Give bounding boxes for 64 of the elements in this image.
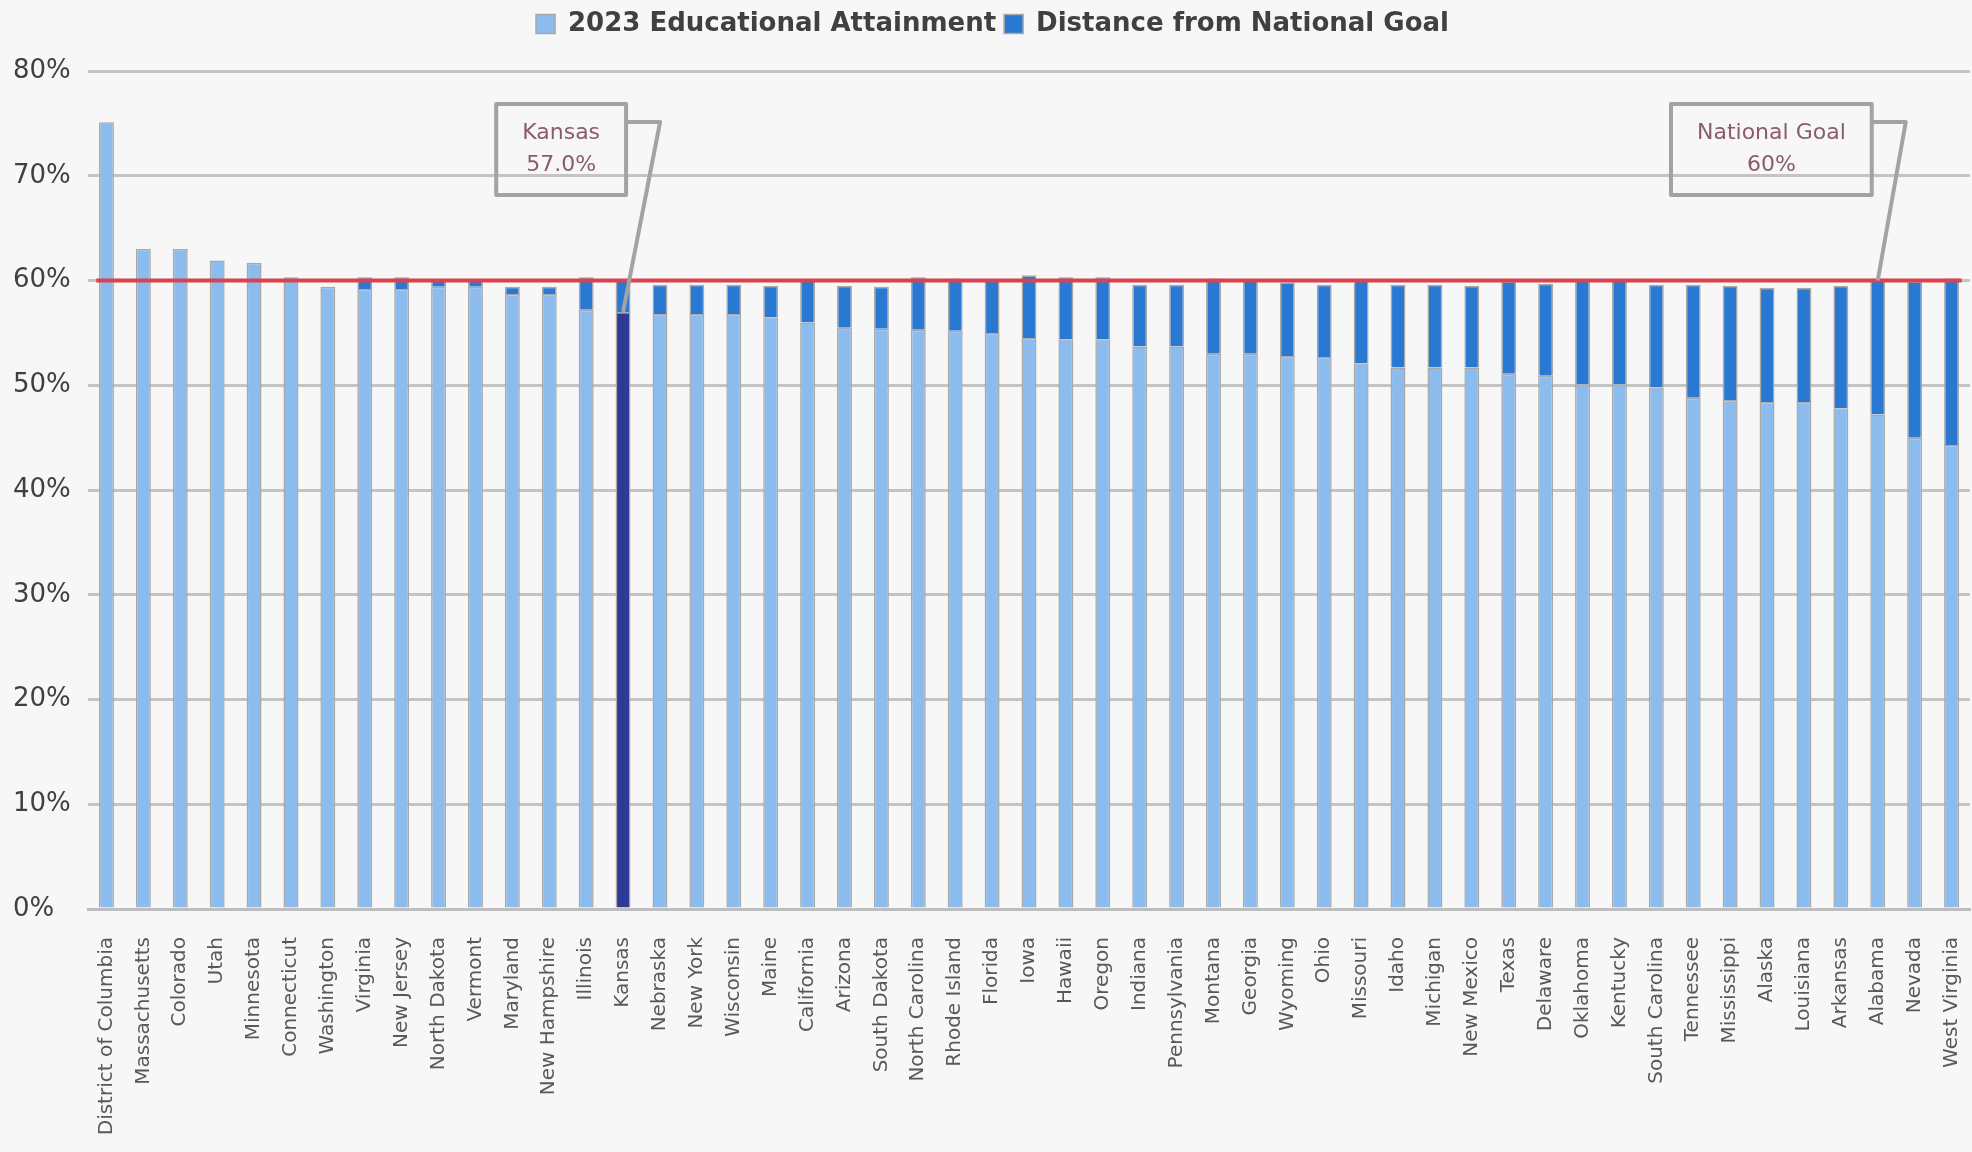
x-tick-label: Michigan <box>1421 937 1446 1027</box>
x-tick-label: Indiana <box>1125 937 1150 1012</box>
x-tick-label: West Virginia <box>1937 937 1962 1068</box>
x-tick-label: Nebraska <box>646 937 671 1032</box>
x-tick-label: District of Columbia <box>92 937 117 1136</box>
annotation: Kansas 57.0% <box>522 119 601 177</box>
y-tick-label: 20% <box>13 682 71 713</box>
x-tick-label: Kentucky <box>1605 936 1630 1029</box>
y-tick-label: 80% <box>13 53 71 84</box>
x-tick-label: Rhode Island <box>941 937 966 1067</box>
y-tick-label: 50% <box>13 368 71 398</box>
x-tick-label: Washington <box>314 937 339 1055</box>
x-tick-label: New Hampshire <box>535 937 560 1096</box>
x-tick-label: New Jersey <box>387 936 412 1048</box>
x-tick-label: Tennessee <box>1679 937 1704 1043</box>
x-tick-label: Alaska <box>1753 937 1778 1003</box>
x-tick-label: Missouri <box>1347 937 1372 1020</box>
x-tick-label: Illinois <box>572 937 597 1001</box>
x-tick-label: North Carolina <box>904 937 929 1082</box>
y-tick-label: 60% <box>13 263 71 294</box>
y-tick-label: 0% <box>13 891 55 922</box>
x-tick-label: California <box>793 937 818 1032</box>
y-tick-label: 40% <box>13 472 71 503</box>
legend-label: Distance from National Goal <box>1036 6 1449 37</box>
x-tick-label: Alabama <box>1863 937 1888 1026</box>
x-tick-label: Hawaii <box>1052 937 1077 1005</box>
x-tick-label: Arkansas <box>1827 937 1852 1029</box>
x-tick-label: Pennsylvania <box>1162 937 1187 1069</box>
x-tick-label: Wyoming <box>1273 937 1298 1031</box>
x-tick-label: Virginia <box>350 937 375 1013</box>
x-tick-label: Oregon <box>1089 937 1114 1011</box>
x-tick-label: Ohio <box>1310 937 1335 984</box>
x-tick-label: Louisiana <box>1790 937 1815 1032</box>
x-tick-label: Minnesota <box>240 937 265 1041</box>
x-tick-label: Colorado <box>166 937 191 1027</box>
x-tick-label: Maryland <box>498 937 523 1030</box>
x-tick-label: South Dakota <box>867 937 892 1073</box>
y-tick-label: 30% <box>13 577 71 608</box>
x-tick-label: New York <box>683 936 708 1029</box>
x-tick-label: Mississippi <box>1716 937 1741 1044</box>
x-tick-label: Florida <box>978 937 1003 1006</box>
x-tick-label: Idaho <box>1384 937 1409 993</box>
x-tick-label: Oklahoma <box>1568 937 1593 1039</box>
x-tick-label: Maine <box>756 937 781 998</box>
y-tick-label: 70% <box>13 158 71 189</box>
x-tick-label: Vermont <box>461 936 486 1022</box>
x-tick-label: Arizona <box>830 937 855 1013</box>
x-tick-label: Georgia <box>1236 937 1261 1016</box>
x-tick-label: Massachusetts <box>129 937 154 1085</box>
x-tick-label: Kansas <box>609 937 634 1008</box>
x-tick-label: Wisconsin <box>719 937 744 1037</box>
x-tick-label: North Dakota <box>424 937 449 1071</box>
x-tick-label: Montana <box>1199 937 1224 1025</box>
x-tick-label: Nevada <box>1900 937 1925 1014</box>
x-tick-label: Utah <box>203 937 228 985</box>
y-tick-label: 10% <box>13 787 71 817</box>
x-tick-label: South Carolina <box>1642 937 1667 1084</box>
x-tick-label: Iowa <box>1015 937 1040 984</box>
x-tick-label: Connecticut <box>277 936 302 1057</box>
legend-label: 2023 Educational Attainment <box>568 6 997 37</box>
x-tick-label: New Mexico <box>1458 937 1483 1057</box>
x-tick-label: Delaware <box>1531 937 1556 1032</box>
x-tick-label: Texas <box>1494 937 1519 994</box>
ref-line-label: National Goal 60% <box>1696 119 1846 177</box>
